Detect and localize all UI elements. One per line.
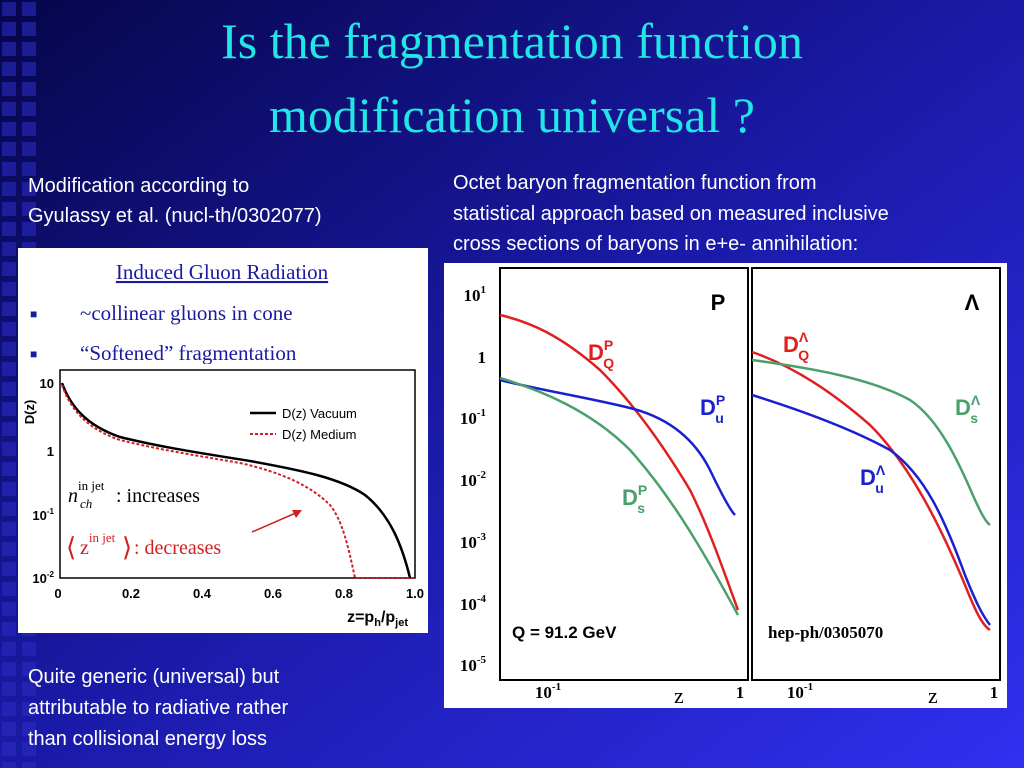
y-tick-label: 1 [47, 444, 54, 459]
frame [499, 267, 749, 681]
frame [59, 369, 416, 579]
plot-bg [18, 364, 428, 633]
y-tick-label: 10-4 [460, 593, 487, 614]
x-tick-label: 0.2 [122, 586, 140, 601]
x-tick-label: 1 [736, 683, 745, 702]
note: statistical approach based on measured i… [453, 203, 889, 225]
bracket: ⟩ [122, 533, 132, 562]
title: modification universal ? [269, 87, 755, 143]
bullet-text: “Softened” fragmentation [80, 341, 297, 365]
legend-label: D(z) Medium [282, 427, 356, 442]
note: Gyulassy et al. (nucl-th/0302077) [28, 205, 322, 227]
bullet: ■ [30, 347, 37, 361]
legend-label: D(z) Vacuum [282, 406, 357, 421]
curve-label: DΛ s [955, 392, 981, 426]
x-tick-label: 0.6 [264, 586, 282, 601]
note: cross sections of baryons in e+e- annihi… [453, 233, 858, 255]
annotation: zin jet [80, 530, 116, 559]
left-plot: 0 0.2 0.4 0.6 0.8 1.0 10 1 10-1 10-2 D(z… [22, 369, 424, 629]
y-tick-label: 101 [464, 284, 487, 305]
panel-tag: P [711, 290, 726, 315]
arrow [251, 511, 299, 533]
curve-vacuum [60, 382, 412, 579]
curve-label: DP s [622, 482, 647, 516]
annotation: : increases [116, 485, 200, 507]
y-tick-label: 10-1 [32, 507, 54, 523]
x-axis-label: z [928, 683, 938, 708]
annotation: : decreases [134, 537, 221, 559]
figure-box [444, 263, 1007, 708]
annotation: ch [80, 496, 92, 511]
note: Quite generic (universal) but [28, 666, 280, 688]
bullet-text: ~collinear gluons in cone [80, 301, 293, 325]
y-tick-label: 10-5 [460, 654, 487, 675]
note: Modification according to [28, 175, 249, 197]
note: attributable to radiative rather [28, 697, 288, 719]
curve [751, 393, 991, 626]
x-tick-label: 10-1 [787, 681, 813, 702]
y-tick-label: 10 [40, 376, 54, 391]
x-tick-label: 0.8 [335, 586, 353, 601]
y-tick-label: 10-1 [460, 407, 486, 428]
curve [499, 376, 740, 616]
curve-label: DP Q [588, 337, 614, 371]
arrow-head [292, 510, 302, 518]
curve-label: DP u [700, 392, 725, 426]
note: Octet baryon fragmentation function from [453, 172, 817, 194]
x-tick-label: 0 [54, 586, 61, 601]
x-tick-label: 10-1 [535, 681, 561, 702]
bracket: ⟨ [66, 533, 76, 562]
curve-medium [61, 384, 415, 579]
x-axis-label: z [674, 683, 684, 708]
frame [751, 267, 1001, 681]
curve [499, 313, 740, 611]
panel-note: Q = 91.2 GeV [512, 623, 617, 642]
y-tick-label: 10-3 [460, 531, 487, 552]
title: Is the fragmentation function [221, 13, 803, 69]
curve [751, 350, 991, 632]
x-tick-label: 0.4 [193, 586, 212, 601]
curve-label: DΛ Q [783, 329, 809, 363]
bullet: ■ [30, 307, 37, 321]
panel-tag: Λ [965, 290, 980, 315]
curve [499, 378, 736, 516]
y-axis-label: D(z) [22, 400, 37, 425]
y-tick-label: 10-2 [460, 469, 487, 490]
y-tick-label: 10-2 [32, 570, 54, 586]
x-axis-label: z=ph/pjet [347, 609, 408, 629]
y-tick-label: 1 [478, 348, 487, 367]
x-tick-label: 1.0 [406, 586, 424, 601]
curve [751, 358, 991, 526]
heading: Induced Gluon Radiation [116, 260, 329, 284]
x-tick-label: 1 [990, 683, 999, 702]
panel-note: hep-ph/0305070 [768, 623, 883, 642]
right-plot: 101 1 10-1 10-2 10-3 10-4 10-5 10-1 1 10… [460, 267, 1001, 708]
note: than collisional energy loss [28, 728, 267, 750]
annotation: nin jet [68, 478, 105, 507]
curve-label: DΛ u [860, 462, 886, 496]
